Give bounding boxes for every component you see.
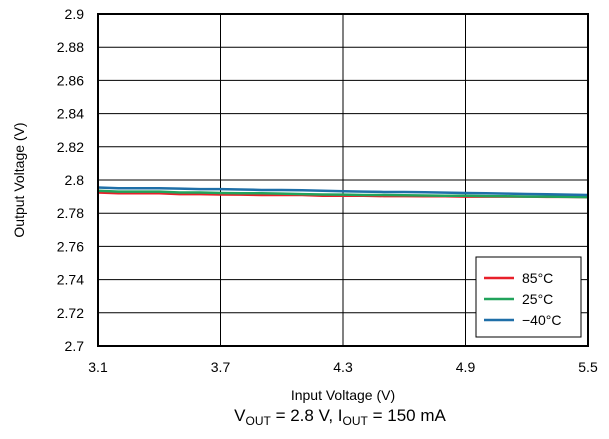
- y-tick-label: 2.84: [57, 106, 84, 122]
- series-lines: [97, 186, 589, 199]
- grid-lines: [98, 14, 588, 346]
- x-tick-label: 4.3: [333, 359, 353, 375]
- y-tick-label: 2.76: [57, 238, 84, 254]
- x-tick-label: 3.7: [211, 359, 231, 375]
- x-tick-label: 4.9: [456, 359, 476, 375]
- chart-caption: VOUT = 2.8 V, IOUT = 150 mA: [234, 406, 446, 428]
- y-axis-label: Output Voltage (V): [11, 122, 27, 237]
- legend-label: −40°C: [522, 312, 561, 328]
- y-tick-label: 2.8: [65, 172, 85, 188]
- legend-label: 25°C: [522, 291, 553, 307]
- y-tick-label: 2.82: [57, 139, 84, 155]
- series-line-1: [97, 189, 589, 199]
- caption-v: V: [234, 406, 246, 425]
- caption-end: = 150 mA: [368, 406, 447, 425]
- y-tick-label: 2.86: [57, 72, 84, 88]
- y-tick-label: 2.72: [57, 305, 84, 321]
- x-tick-labels: 3.1 3.7 4.3 4.9 5.5: [88, 359, 598, 375]
- legend-label: 85°C: [522, 270, 553, 286]
- series-line-2: [97, 186, 589, 197]
- y-tick-label: 2.9: [65, 6, 85, 22]
- y-tick-labels: 2.7 2.72 2.74 2.76 2.78 2.8 2.82 2.84 2.86 2.88 2.…: [57, 6, 84, 354]
- legend: 85°C 25°C −40°C: [475, 256, 582, 338]
- x-tick-label: 5.5: [578, 359, 598, 375]
- caption-v-subscript: OUT: [246, 414, 272, 428]
- plot-frame: [97, 13, 589, 347]
- x-tick-label: 3.1: [88, 359, 108, 375]
- legend-items: 85°C 25°C −40°C: [484, 270, 561, 328]
- caption-mid: = 2.8 V, I: [271, 406, 343, 425]
- y-tick-label: 2.74: [57, 272, 84, 288]
- caption-i-subscript: OUT: [343, 414, 369, 428]
- y-tick-label: 2.88: [57, 39, 84, 55]
- y-tick-label: 2.7: [65, 338, 85, 354]
- y-tick-label: 2.78: [57, 205, 84, 221]
- legend-box: [475, 256, 582, 338]
- x-axis-label: Input Voltage (V): [291, 387, 395, 403]
